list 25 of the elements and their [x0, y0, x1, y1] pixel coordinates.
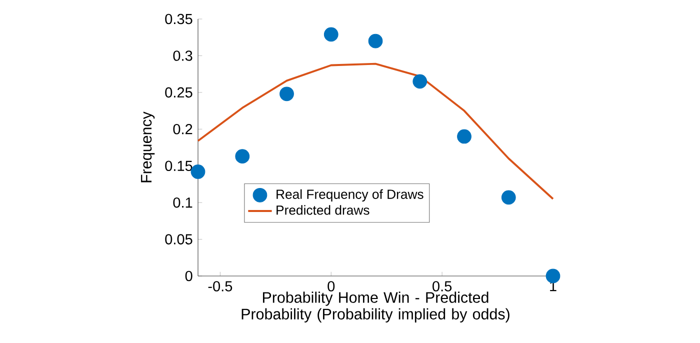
- y-tick-label: 0.25: [165, 87, 192, 98]
- y-tick-label: 0.15: [165, 160, 192, 172]
- y-tick-label: 0.3: [173, 50, 192, 61]
- point: [235, 149, 250, 164]
- line-series: [197, 62, 554, 200]
- point: [280, 86, 294, 102]
- point: [546, 268, 560, 284]
- y-tick-label: 0.35: [165, 14, 192, 24]
- y-tick-label: 0: [185, 270, 192, 282]
- y-tick-label: 0.2: [173, 124, 192, 134]
- point: [412, 74, 428, 89]
- point: [368, 34, 383, 48]
- x-tick-label: 0: [328, 281, 335, 292]
- y-tick-label: 0.1: [173, 197, 192, 208]
- legend-label: Real Frequency of Draws: [276, 189, 424, 202]
- y-tick-label: 0.05: [165, 234, 192, 244]
- x-tick-label: 0.5: [432, 281, 452, 292]
- point: [501, 190, 516, 205]
- point: [190, 164, 206, 179]
- legend-label: Predicted draws: [276, 205, 370, 215]
- x-axis-title: Probability Home Win - Predicted Probability (Probability implied by odds): [242, 292, 510, 322]
- point: [324, 27, 338, 42]
- x-tick-label: -0.5: [208, 281, 232, 292]
- y-axis-title: Frequency: [141, 112, 155, 182]
- point: [457, 129, 472, 144]
